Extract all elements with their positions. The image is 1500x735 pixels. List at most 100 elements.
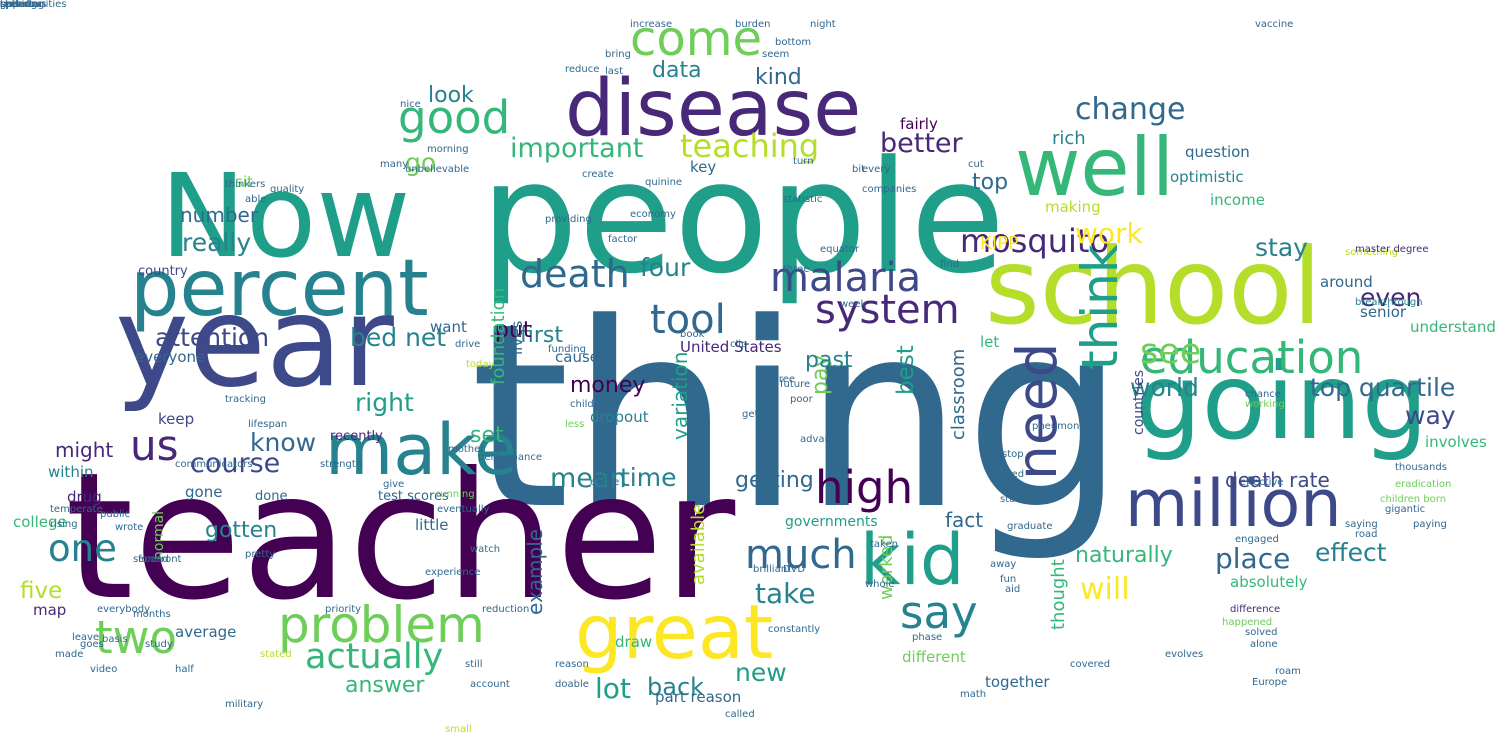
cloud-word: everyone (135, 348, 206, 366)
cloud-word: right (355, 388, 414, 417)
cloud-word: governments (785, 514, 878, 530)
cloud-word: create (582, 169, 614, 180)
cloud-word: thing (470, 269, 1126, 566)
cloud-word: set (470, 423, 504, 448)
cloud-word: new (735, 658, 787, 687)
cloud-word: night (810, 19, 836, 30)
cloud-word: together (985, 673, 1050, 691)
cloud-word: senior (1360, 303, 1407, 321)
cloud-word: reduction (482, 604, 530, 615)
cloud-word: place (1215, 542, 1291, 575)
cloud-word: made (55, 649, 84, 660)
cloud-word: whole (865, 579, 895, 590)
cloud-word: still (465, 659, 483, 670)
cloud-word: rising (50, 519, 78, 530)
cloud-word: able (245, 194, 267, 205)
cloud-word: rich (1052, 128, 1086, 149)
cloud-word: used (1000, 469, 1025, 480)
cloud-word: go (405, 148, 437, 177)
cloud-word: economy (630, 209, 676, 220)
cloud-word: children born (1380, 494, 1447, 505)
cloud-word: stay (1255, 233, 1308, 262)
cloud-word: might (55, 438, 114, 462)
cloud-word: recently (330, 429, 383, 444)
cloud-word: leave (72, 632, 100, 643)
cloud-word: performance (478, 452, 543, 463)
cloud-word: effect (1315, 538, 1387, 567)
cloud-word: called (725, 709, 755, 720)
cloud-word: watch (470, 544, 501, 555)
cloud-word: thought (1048, 559, 1069, 630)
cloud-word: million (1125, 467, 1342, 542)
cloud-word: give (383, 479, 405, 490)
cloud-word: around (1320, 273, 1373, 291)
cloud-word: two (95, 611, 177, 664)
cloud-word: difference (1230, 604, 1281, 615)
cloud-word: well (1015, 121, 1175, 214)
cloud-word: math (960, 689, 987, 700)
cloud-word: countries (1131, 369, 1147, 435)
cloud-word: United States (680, 338, 782, 356)
cloud-word: equator (820, 244, 860, 255)
cloud-word: one (48, 527, 117, 570)
cloud-word: basis (102, 634, 128, 645)
cloud-word: even (1360, 283, 1422, 312)
cloud-word: constantly (768, 624, 821, 635)
cloud-word: fact (945, 508, 984, 532)
cloud-word: country (138, 264, 188, 279)
cloud-word: top (972, 170, 1009, 195)
cloud-word: public (100, 509, 131, 520)
cloud-word: degree (760, 374, 796, 385)
cloud-word: quality (270, 184, 305, 195)
cloud-word: done (255, 489, 288, 504)
cloud-word: foundation (488, 287, 509, 385)
cloud-word: bit (852, 164, 866, 175)
cloud-word: better (880, 128, 963, 159)
cloud-word: teacher (65, 436, 736, 639)
cloud-word: quinine (645, 177, 683, 188)
cloud-word: second (133, 554, 169, 565)
cloud-word: unbelievable (405, 164, 470, 175)
cloud-word: school (985, 226, 1322, 348)
cloud-word: strength (320, 459, 363, 470)
cloud-word: death rate (1225, 468, 1330, 492)
cloud-word: stated (260, 649, 292, 660)
cloud-word: put (495, 318, 532, 343)
cloud-word: take (755, 577, 816, 610)
cloud-word: military (225, 699, 264, 710)
cloud-word: clip (730, 339, 748, 350)
cloud-word: opportunities (0, 0, 67, 10)
cloud-word: engaged (1235, 534, 1279, 545)
cloud-word: master degree (1355, 244, 1429, 255)
cloud-word: running (436, 489, 475, 500)
cloud-word: graduate (1007, 521, 1053, 532)
cloud-word: account (470, 679, 510, 690)
cloud-word: lives (508, 320, 526, 355)
cloud-word: childhood (570, 399, 619, 410)
cloud-word: taken (870, 539, 898, 550)
cloud-word: experience (425, 567, 481, 578)
cloud-word: best (893, 345, 919, 395)
cloud-word: draw (615, 633, 653, 651)
cloud-word: half (175, 664, 194, 675)
cloud-word: much (745, 532, 857, 578)
cloud-word: entire (590, 477, 620, 488)
cloud-word: three (783, 264, 810, 275)
cloud-word: important (510, 133, 644, 164)
cloud-word: doable (555, 679, 589, 690)
cloud-word: average (175, 623, 237, 641)
cloud-word: back (647, 673, 705, 701)
cloud-word: tracking (225, 394, 266, 405)
cloud-word: dropout (590, 408, 649, 426)
cloud-word: education (1140, 331, 1364, 384)
cloud-word: evolves (1165, 649, 1204, 660)
cloud-word: aid (1005, 584, 1021, 595)
cloud-word: today (466, 359, 495, 370)
cloud-word: effective (1240, 477, 1284, 488)
cloud-word: wrote (115, 522, 144, 533)
cloud-word: every (862, 164, 891, 175)
cloud-word: know (250, 428, 317, 457)
cloud-word: come (630, 11, 763, 67)
cloud-word: available (688, 503, 709, 585)
cloud-word: drug (67, 488, 102, 506)
